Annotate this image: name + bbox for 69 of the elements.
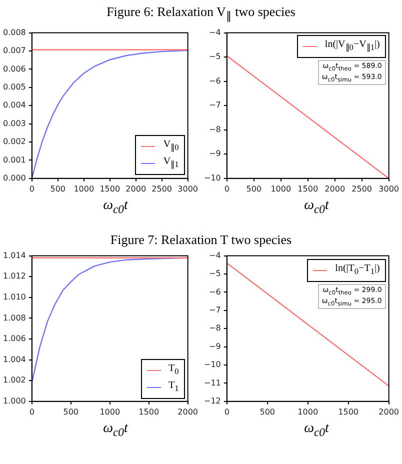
- y-tick-label: 0.000: [2, 173, 26, 182]
- legend-label: V$_{∥1}$: [163, 154, 179, 171]
- y-tick-label: −8: [209, 324, 221, 334]
- y-tick-label: −4: [209, 251, 221, 260]
- y-tick-label: −10: [204, 360, 221, 370]
- y-tick-label: 0.002: [2, 136, 26, 146]
- x-tick-label: 0: [224, 184, 230, 193]
- y-tick-label: −7: [209, 100, 221, 110]
- chart-title: Figure 7: Relaxation T two species: [109, 232, 293, 248]
- x-tick-label: 0: [224, 408, 230, 417]
- x-tick-label: 1500: [338, 408, 359, 417]
- y-tick-label: 0.004: [2, 100, 26, 110]
- chart-title: Figure 6: Relaxation V$_{∥}$ two species: [106, 4, 296, 25]
- y-tick-label: −5: [209, 269, 221, 278]
- x-tick-label: 0: [29, 408, 34, 417]
- legend-label: ln(|T$_{0}$−T$_{1}$|): [335, 262, 380, 278]
- y-tick-label: −10: [204, 173, 221, 182]
- x-tick-label: 500: [63, 408, 79, 417]
- x-tick-label: 1500: [100, 184, 120, 193]
- y-tick-label: −9: [209, 148, 221, 158]
- x-tick-label: 3000: [378, 184, 399, 193]
- y-tick-label: 0.007: [2, 46, 26, 55]
- x-tick-label: 0: [29, 184, 34, 193]
- y-tick-label: 0.008: [2, 27, 26, 36]
- x-tick-label: 1000: [74, 184, 94, 193]
- x-tick-label: 2000: [378, 408, 399, 417]
- x-tick-label: 2500: [352, 184, 372, 193]
- y-tick-label: 1.012: [2, 272, 26, 282]
- y-tick-label: 1.002: [2, 376, 26, 386]
- x-axis-title: ω$_{c0}$t: [303, 196, 330, 218]
- x-tick-label: 2500: [152, 184, 172, 193]
- y-tick-label: 0.001: [2, 154, 26, 164]
- y-tick-label: 0.005: [2, 82, 26, 92]
- y-tick-label: −4: [209, 27, 221, 36]
- y-tick-label: 1.008: [2, 314, 26, 323]
- x-tick-label: 500: [50, 184, 66, 193]
- x-tick-label: 500: [246, 184, 262, 193]
- x-tick-label: 3000: [178, 184, 198, 193]
- y-tick-label: 1.006: [2, 334, 26, 344]
- y-tick-label: 1.000: [2, 396, 26, 406]
- x-tick-label: 2000: [126, 184, 146, 193]
- y-tick-label: −6: [209, 288, 221, 297]
- x-tick-label: 500: [260, 408, 276, 417]
- y-tick-label: −5: [209, 52, 221, 61]
- x-tick-label: 1000: [270, 184, 292, 193]
- y-tick-label: −12: [204, 396, 221, 406]
- y-tick-label: −11: [204, 378, 221, 388]
- x-tick-label: 2000: [178, 408, 198, 417]
- y-tick-label: −6: [209, 76, 221, 86]
- y-tick-label: 0.006: [2, 64, 26, 73]
- x-tick-label: 1000: [100, 408, 120, 417]
- x-tick-label: 2000: [324, 184, 346, 193]
- x-tick-label: 1000: [298, 408, 318, 417]
- y-tick-label: −9: [209, 342, 221, 352]
- y-tick-label: 1.010: [2, 292, 26, 302]
- y-tick-label: 0.003: [2, 118, 26, 128]
- x-axis-title: ω$_{c0}$t: [102, 196, 130, 218]
- legend-label: T$_{1}$: [168, 378, 179, 395]
- y-tick-label: 1.004: [2, 355, 26, 364]
- x-axis-title: ω$_{c0}$t: [303, 420, 330, 442]
- x-axis-title: ω$_{c0}$t: [102, 420, 130, 442]
- legend-label: ln(|V$_{∥0}$−V$_{∥1}$|): [324, 38, 380, 54]
- y-tick-label: −8: [209, 124, 221, 134]
- legend-label: T$_{0}$: [168, 362, 179, 378]
- y-tick-label: 1.014: [2, 251, 26, 260]
- x-tick-label: 1500: [138, 408, 160, 417]
- x-tick-label: 1500: [298, 184, 318, 193]
- y-tick-label: −7: [209, 306, 221, 315]
- legend-label: V$_{∥0}$: [163, 138, 179, 154]
